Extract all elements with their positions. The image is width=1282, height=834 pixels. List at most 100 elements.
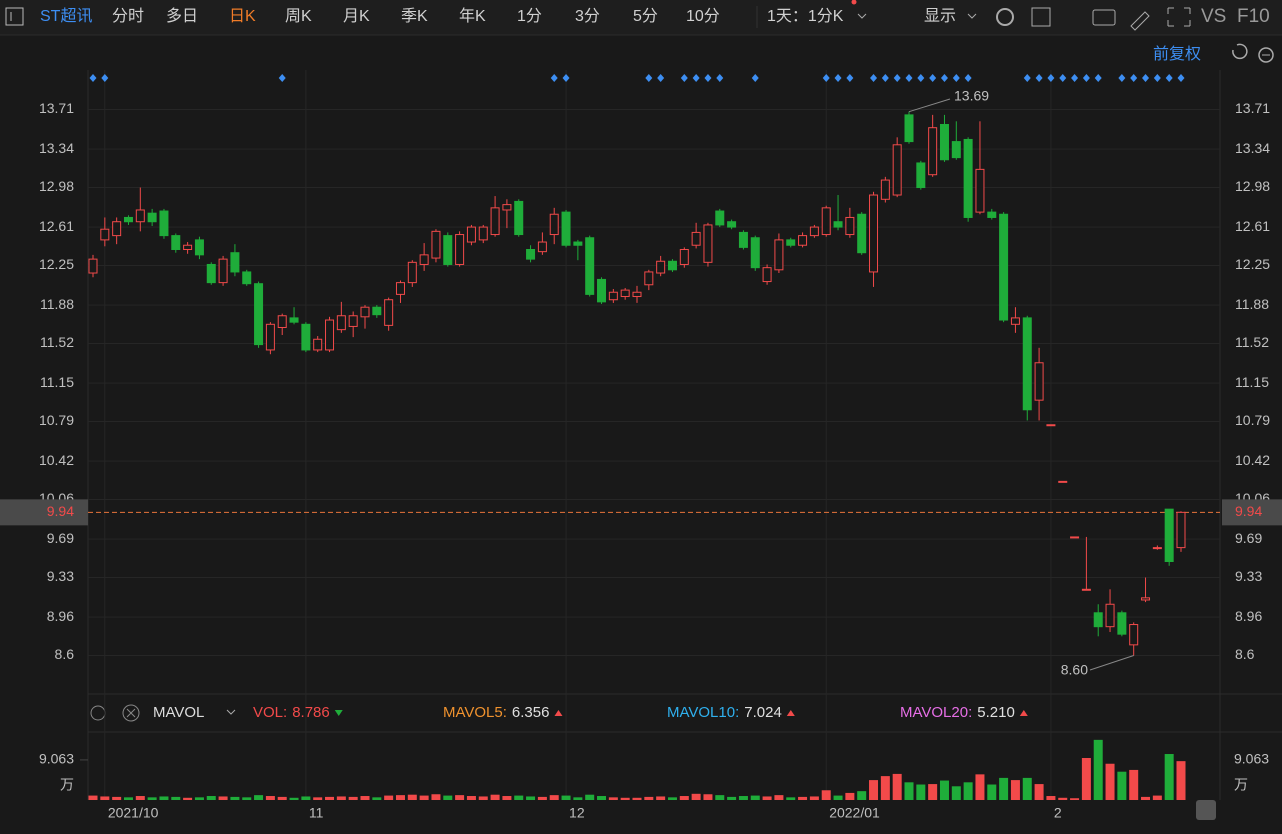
y-tick-label-right: 13.71 bbox=[1235, 100, 1270, 116]
volume-bar bbox=[1141, 796, 1151, 800]
y-tick-label: 10.79 bbox=[39, 412, 74, 428]
y-tick-label-right: 10.79 bbox=[1235, 412, 1270, 428]
tab[interactable]: 分时 bbox=[112, 7, 144, 25]
volume-bar bbox=[1070, 798, 1080, 800]
indicator-close[interactable] bbox=[122, 704, 140, 722]
candle-body bbox=[999, 213, 1009, 321]
candle-body bbox=[242, 271, 252, 285]
volume-bar bbox=[774, 795, 784, 800]
candle-body bbox=[123, 216, 133, 223]
minus-icon[interactable] bbox=[1258, 47, 1274, 63]
volume-bar bbox=[372, 797, 382, 800]
y-tick-label: 11.15 bbox=[40, 374, 74, 390]
volume-bar bbox=[254, 795, 264, 800]
adjust-select[interactable]: 前复权 bbox=[1153, 45, 1201, 63]
volume-bar bbox=[360, 796, 370, 800]
volume-bar bbox=[1058, 797, 1068, 800]
display-select[interactable]: 显示 bbox=[924, 8, 956, 25]
volume-bar bbox=[987, 784, 997, 800]
y-tick-label: 11.52 bbox=[40, 334, 74, 350]
volume-bar bbox=[786, 797, 796, 800]
period-select[interactable]: 1天：1分K bbox=[767, 7, 844, 25]
toolbar bbox=[0, 0, 1282, 35]
candle-body bbox=[1046, 424, 1056, 427]
tab[interactable]: 5分 bbox=[633, 7, 658, 25]
event-marker bbox=[905, 74, 913, 82]
settings-icon[interactable] bbox=[996, 8, 1014, 26]
y-tick-label-right: 10.42 bbox=[1235, 452, 1270, 468]
logo-mark bbox=[1196, 800, 1216, 820]
tab[interactable]: 1分 bbox=[517, 7, 542, 25]
legend-value: 5.210 bbox=[977, 704, 1015, 721]
color-icon[interactable] bbox=[1031, 7, 1051, 27]
candle-body bbox=[987, 211, 997, 218]
legend-name: MAVOL20: bbox=[900, 704, 972, 721]
tab[interactable]: 年K bbox=[459, 7, 486, 25]
tab[interactable]: 月K bbox=[343, 8, 370, 25]
candle-body bbox=[348, 315, 358, 327]
candle-body bbox=[147, 212, 157, 223]
event-marker bbox=[1059, 74, 1067, 82]
tab[interactable]: 10分 bbox=[686, 7, 720, 25]
y-tick-label: 10.42 bbox=[39, 452, 74, 468]
stock-name[interactable]: ST超讯 bbox=[40, 7, 92, 25]
menu-icon[interactable] bbox=[5, 7, 24, 26]
event-marker bbox=[562, 74, 570, 82]
vs-button[interactable]: VS bbox=[1201, 6, 1226, 27]
candle-body bbox=[1081, 588, 1091, 591]
event-marker bbox=[1153, 74, 1161, 82]
volume-bar bbox=[1034, 784, 1044, 800]
volume-bar bbox=[715, 795, 725, 800]
volume-bar bbox=[585, 794, 595, 800]
event-marker bbox=[751, 74, 759, 82]
candle-body bbox=[656, 260, 666, 274]
pen-icon[interactable] bbox=[1130, 11, 1150, 31]
candle-body bbox=[360, 306, 370, 318]
volume-bar bbox=[537, 796, 547, 800]
candle-body bbox=[336, 315, 346, 331]
camera-icon[interactable] bbox=[1092, 9, 1116, 26]
candle-body bbox=[455, 234, 465, 265]
last-price-box bbox=[0, 499, 88, 526]
legend-value: 8.786 bbox=[292, 704, 330, 721]
volume-bar bbox=[703, 794, 713, 800]
event-marker bbox=[1082, 74, 1090, 82]
y-tick-label-right: 12.61 bbox=[1235, 218, 1270, 234]
volume-bar bbox=[821, 790, 831, 800]
tab[interactable]: 日K bbox=[229, 8, 256, 25]
candle-body bbox=[644, 271, 654, 286]
volume-bar bbox=[1046, 796, 1056, 800]
tab[interactable]: 周K bbox=[285, 8, 312, 25]
event-marker bbox=[870, 74, 878, 82]
candle-body bbox=[1034, 362, 1044, 401]
candle-body bbox=[265, 323, 275, 351]
tab[interactable]: 多日 bbox=[166, 7, 198, 25]
y-tick-label-right: 11.88 bbox=[1235, 296, 1269, 312]
undo-icon[interactable] bbox=[1232, 43, 1248, 60]
indicator-select[interactable]: MAVOL bbox=[153, 704, 204, 721]
candle-body bbox=[100, 228, 110, 241]
y-tick-label: 9.69 bbox=[47, 530, 74, 546]
event-marker bbox=[881, 74, 889, 82]
candle-body bbox=[537, 241, 547, 253]
volume-bar bbox=[206, 796, 216, 800]
candle-body bbox=[1093, 612, 1103, 628]
candle-body bbox=[667, 260, 677, 271]
f10-button[interactable]: F10 bbox=[1237, 6, 1270, 27]
volume-bar bbox=[1164, 754, 1174, 800]
legend-value: 7.024 bbox=[744, 704, 782, 721]
fullscreen-icon[interactable] bbox=[1167, 7, 1191, 27]
candle-body bbox=[112, 221, 122, 237]
candle-body bbox=[407, 261, 417, 284]
volume-bar bbox=[384, 795, 394, 800]
volume-bar bbox=[1117, 771, 1127, 800]
event-marker bbox=[929, 74, 937, 82]
volume-tick-label-right: 9.063 bbox=[1234, 751, 1269, 767]
tab[interactable]: 季K bbox=[401, 7, 428, 25]
tab[interactable]: 3分 bbox=[575, 7, 600, 25]
last-price-box bbox=[1222, 499, 1282, 526]
volume-bar bbox=[1176, 761, 1186, 800]
event-marker bbox=[952, 74, 960, 82]
volume-bar bbox=[644, 796, 654, 800]
